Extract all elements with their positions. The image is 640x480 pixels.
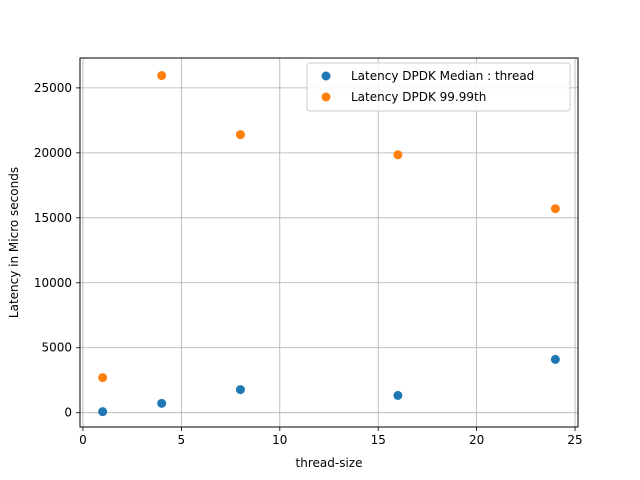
y-tick-label: 15000 (34, 211, 72, 225)
legend-label: Latency DPDK Median : thread (351, 69, 534, 83)
legend-marker (321, 71, 331, 81)
scatter-point-series-1 (550, 354, 560, 364)
plot-area-frame (79, 57, 579, 428)
y-tick-label: 5000 (41, 341, 72, 355)
y-tick-label: 0 (64, 406, 72, 420)
y-tick-label: 20000 (34, 146, 72, 160)
scatter-point-series-1 (235, 385, 245, 395)
x-tick-label: 20 (469, 433, 484, 447)
legend-box (306, 62, 571, 112)
grid-lines (80, 58, 578, 427)
scatter-point-series-2 (550, 204, 560, 214)
data-points (98, 71, 560, 417)
legend-marker (321, 92, 331, 102)
x-tick-label: 15 (371, 433, 386, 447)
scatter-point-series-1 (393, 390, 403, 400)
scatter-point-series-2 (157, 71, 167, 81)
y-tick-label: 10000 (34, 276, 72, 290)
y-tick-label: 25000 (34, 81, 72, 95)
x-tick-label: 10 (272, 433, 287, 447)
y-axis-label: Latency in Micro seconds (7, 167, 21, 318)
y-axis-ticks: 0 5000 10000 15000 20000 25000 (34, 81, 80, 420)
x-tick-label: 5 (178, 433, 186, 447)
legend: Latency DPDK Median : thread Latency DPDK… (306, 62, 571, 112)
x-axis-ticks: 0 5 10 15 20 25 (79, 427, 583, 447)
x-axis-label: thread-size (296, 456, 363, 470)
x-tick-label: 25 (567, 433, 582, 447)
x-tick-label: 0 (79, 433, 87, 447)
scatter-point-series-2 (235, 130, 245, 140)
scatter-point-series-1 (157, 398, 167, 408)
scatter-point-series-2 (98, 373, 108, 383)
scatter-point-series-2 (393, 150, 403, 160)
legend-label: Latency DPDK 99.99th (351, 90, 486, 104)
scatter-point-series-1 (98, 407, 108, 417)
